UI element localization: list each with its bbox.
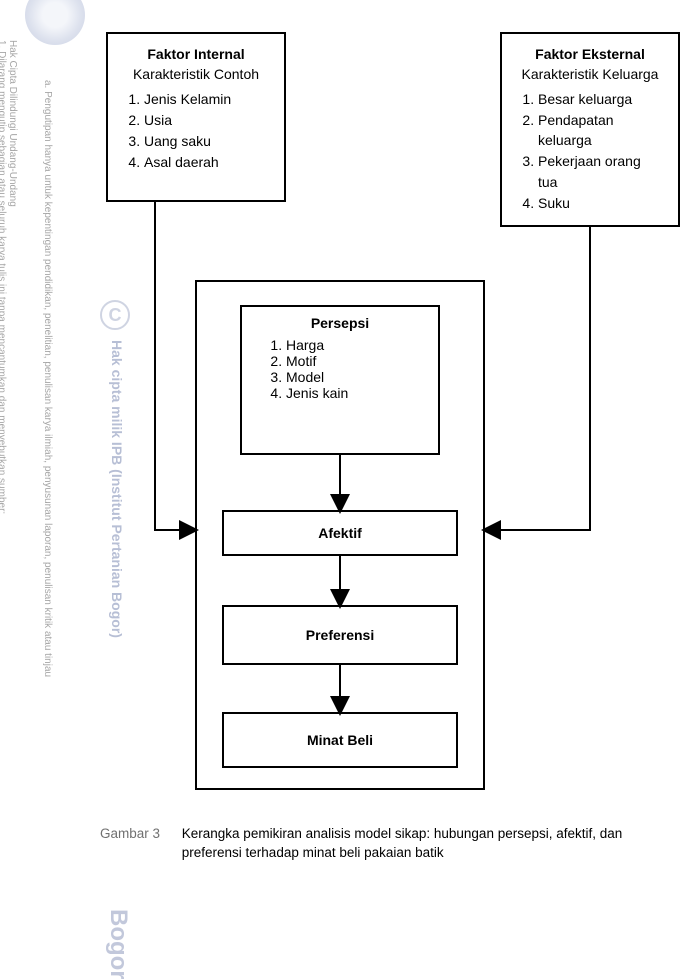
box-label: Minat Beli (307, 732, 373, 748)
watermark-line: 1. (0, 40, 7, 51)
list-item: Pekerjaan orang tua (538, 151, 664, 192)
list-item: Usia (144, 110, 270, 130)
list-item: Model (286, 369, 438, 385)
caption-label: Gambar 3 (100, 825, 178, 844)
box-preferensi: Preferensi (222, 605, 458, 665)
box-label: Afektif (318, 525, 362, 541)
watermark-text-2: a. Pengutipan hanya untuk kepentingan pe… (35, 80, 53, 880)
list-item: Asal daerah (144, 152, 270, 172)
item-list: Jenis Kelamin Usia Uang saku Asal daerah (122, 89, 270, 173)
box-faktor-eksternal: Faktor Eksternal Karakteristik Keluarga … (500, 32, 680, 227)
box-label: Preferensi (306, 627, 374, 643)
box-faktor-internal: Faktor Internal Karakteristik Contoh Jen… (106, 32, 286, 202)
list-item: Besar keluarga (538, 89, 664, 109)
box-subtitle: Karakteristik Keluarga (516, 64, 664, 84)
list-item: Motif (286, 353, 438, 369)
watermark-ipb: Hak cipta milik IPB (Institut Pertanian … (100, 340, 125, 700)
box-afektif: Afektif (222, 510, 458, 556)
figure-caption: Gambar 3 Kerangka pemikiran analisis mod… (100, 825, 682, 863)
box-title: Faktor Eksternal (516, 44, 664, 64)
item-list: Harga Motif Model Jenis kain (242, 337, 438, 401)
item-list: Besar keluarga Pendapatan keluarga Peker… (516, 89, 664, 214)
watermark-line: Dilarang mengutip sebagian atau seluruh … (0, 51, 7, 514)
box-subtitle: Karakteristik Contoh (122, 64, 270, 84)
list-item: Jenis kain (286, 385, 438, 401)
box-title: Persepsi (242, 307, 438, 335)
internal-to-container (155, 202, 195, 530)
watermark-bogor: Bogor (92, 909, 132, 979)
list-item: Jenis Kelamin (144, 89, 270, 109)
list-item: Harga (286, 337, 438, 353)
list-item: Uang saku (144, 131, 270, 151)
box-persepsi: Persepsi Harga Motif Model Jenis kain (240, 305, 440, 455)
watermark-line: Hak Cipta Dilindungi Undang-Undang (7, 40, 18, 207)
box-minat-beli: Minat Beli (222, 712, 458, 768)
list-item: Pendapatan keluarga (538, 110, 664, 151)
watermark-logo (25, 0, 85, 45)
list-item: Suku (538, 193, 664, 213)
caption-text: Kerangka pemikiran analisis model sikap:… (182, 825, 682, 863)
watermark-text-1: Hak Cipta Dilindungi Undang-Undang 1. Di… (0, 40, 18, 940)
box-title: Faktor Internal (122, 44, 270, 64)
eksternal-to-container (485, 227, 590, 530)
copyright-icon: C (100, 300, 130, 330)
